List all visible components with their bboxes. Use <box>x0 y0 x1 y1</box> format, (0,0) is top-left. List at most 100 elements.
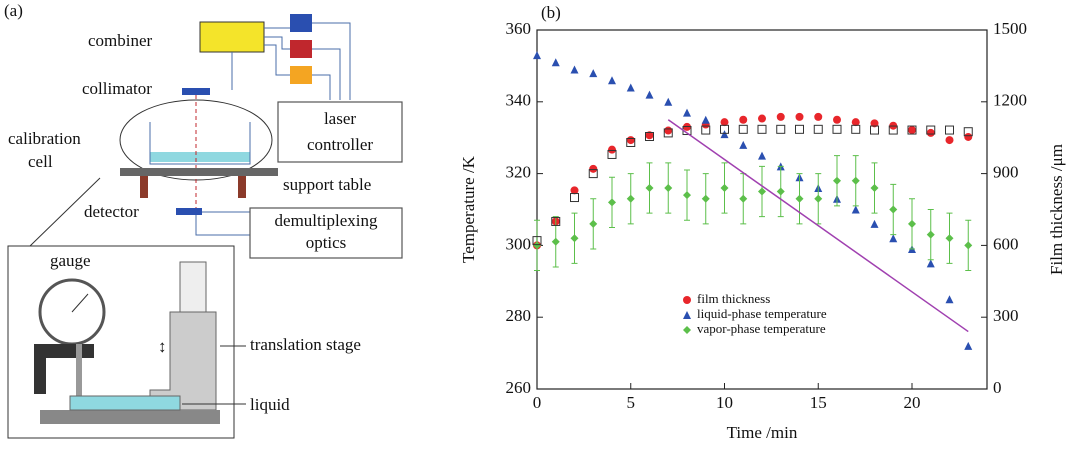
point <box>870 125 879 135</box>
point <box>720 130 729 139</box>
y2-tick-label: 300 <box>993 306 1019 325</box>
liquid-label: liquid <box>250 395 290 414</box>
point <box>589 219 598 228</box>
point <box>533 241 541 250</box>
y2-tick-label: 600 <box>993 234 1019 253</box>
legend-label: vapor-phase temperature <box>697 321 826 336</box>
point <box>589 69 598 78</box>
point <box>645 131 654 140</box>
point <box>720 183 729 192</box>
panel-a: (a) combiner collimator laser controller… <box>4 1 403 439</box>
point <box>551 216 561 226</box>
point <box>626 194 635 203</box>
point <box>888 125 898 135</box>
point <box>532 236 542 246</box>
legend-label: film thickness <box>697 291 770 306</box>
point <box>776 187 785 196</box>
gauge-arm <box>34 344 94 358</box>
point <box>945 234 954 243</box>
point <box>701 125 711 135</box>
point <box>908 219 916 228</box>
y-axis-label: Temperature /K <box>459 155 478 263</box>
point <box>663 128 673 138</box>
laser-controller-label: controller <box>307 135 373 154</box>
y-tick-label: 300 <box>506 234 532 253</box>
pointer <box>29 177 101 247</box>
laser-controller-label: laser <box>324 109 356 128</box>
gauge-probe <box>76 344 82 402</box>
point <box>683 296 691 304</box>
point <box>589 164 598 173</box>
point <box>588 169 598 179</box>
support-table-label: support table <box>283 175 371 194</box>
point <box>926 128 935 137</box>
point <box>870 119 879 128</box>
demux-box <box>249 207 403 259</box>
point <box>608 76 616 85</box>
stage-arrow: ↕ <box>158 337 167 356</box>
y2-axis-label: Film thickness /μm <box>1047 144 1066 275</box>
point <box>645 90 654 99</box>
point <box>908 126 916 135</box>
point <box>757 124 767 134</box>
point <box>683 191 691 200</box>
laser-1 <box>290 14 312 32</box>
point <box>551 237 560 246</box>
fiber <box>195 211 250 236</box>
cell <box>149 122 251 165</box>
point <box>701 194 710 203</box>
point <box>664 183 673 192</box>
detector-label: detector <box>84 202 139 221</box>
y2-tick-label: 1500 <box>993 19 1027 38</box>
detector <box>176 208 202 215</box>
point <box>738 124 748 134</box>
point <box>795 112 804 121</box>
point <box>758 114 766 123</box>
x-tick-label: 10 <box>716 393 733 412</box>
y-tick-label: 320 <box>506 163 532 182</box>
point <box>907 125 917 135</box>
point <box>814 112 823 121</box>
calibration-cell-label: cell <box>28 152 53 171</box>
support-table <box>120 168 278 176</box>
point <box>945 125 954 135</box>
gauge-needle <box>71 293 89 313</box>
demux-label: optics <box>306 233 347 252</box>
translation-stage-label: translation stage <box>250 335 361 354</box>
point <box>926 230 935 239</box>
legend-label: liquid-phase temperature <box>697 306 827 321</box>
point <box>533 51 541 60</box>
point <box>776 124 786 134</box>
point <box>926 125 936 135</box>
point <box>720 124 729 134</box>
laser-3 <box>290 66 312 84</box>
combiner-box <box>199 21 265 53</box>
table-leg <box>238 176 246 198</box>
point <box>926 259 935 268</box>
point <box>776 112 785 121</box>
gauge-stand <box>34 358 46 394</box>
y2-tick-label: 900 <box>993 163 1019 182</box>
point <box>739 194 748 203</box>
point <box>870 219 879 228</box>
point <box>645 183 654 192</box>
point <box>758 151 766 160</box>
point <box>570 234 579 243</box>
point <box>758 187 766 196</box>
point <box>720 118 729 127</box>
x-axis-label: Time /min <box>727 423 798 442</box>
point <box>645 132 654 142</box>
y2-tick-label: 0 <box>993 378 1002 397</box>
point <box>964 241 973 250</box>
point <box>889 234 898 243</box>
point <box>795 124 804 134</box>
point <box>739 115 748 124</box>
point <box>626 137 636 147</box>
point <box>851 124 861 134</box>
laser-controller-box <box>277 101 403 163</box>
point <box>851 176 860 185</box>
x-tick-label: 15 <box>810 393 827 412</box>
collimator <box>182 88 210 95</box>
point <box>851 118 860 127</box>
